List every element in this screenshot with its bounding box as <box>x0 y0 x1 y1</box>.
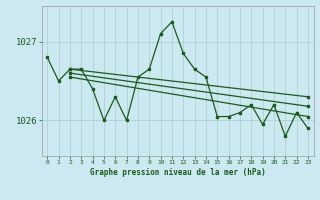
X-axis label: Graphe pression niveau de la mer (hPa): Graphe pression niveau de la mer (hPa) <box>90 168 266 177</box>
